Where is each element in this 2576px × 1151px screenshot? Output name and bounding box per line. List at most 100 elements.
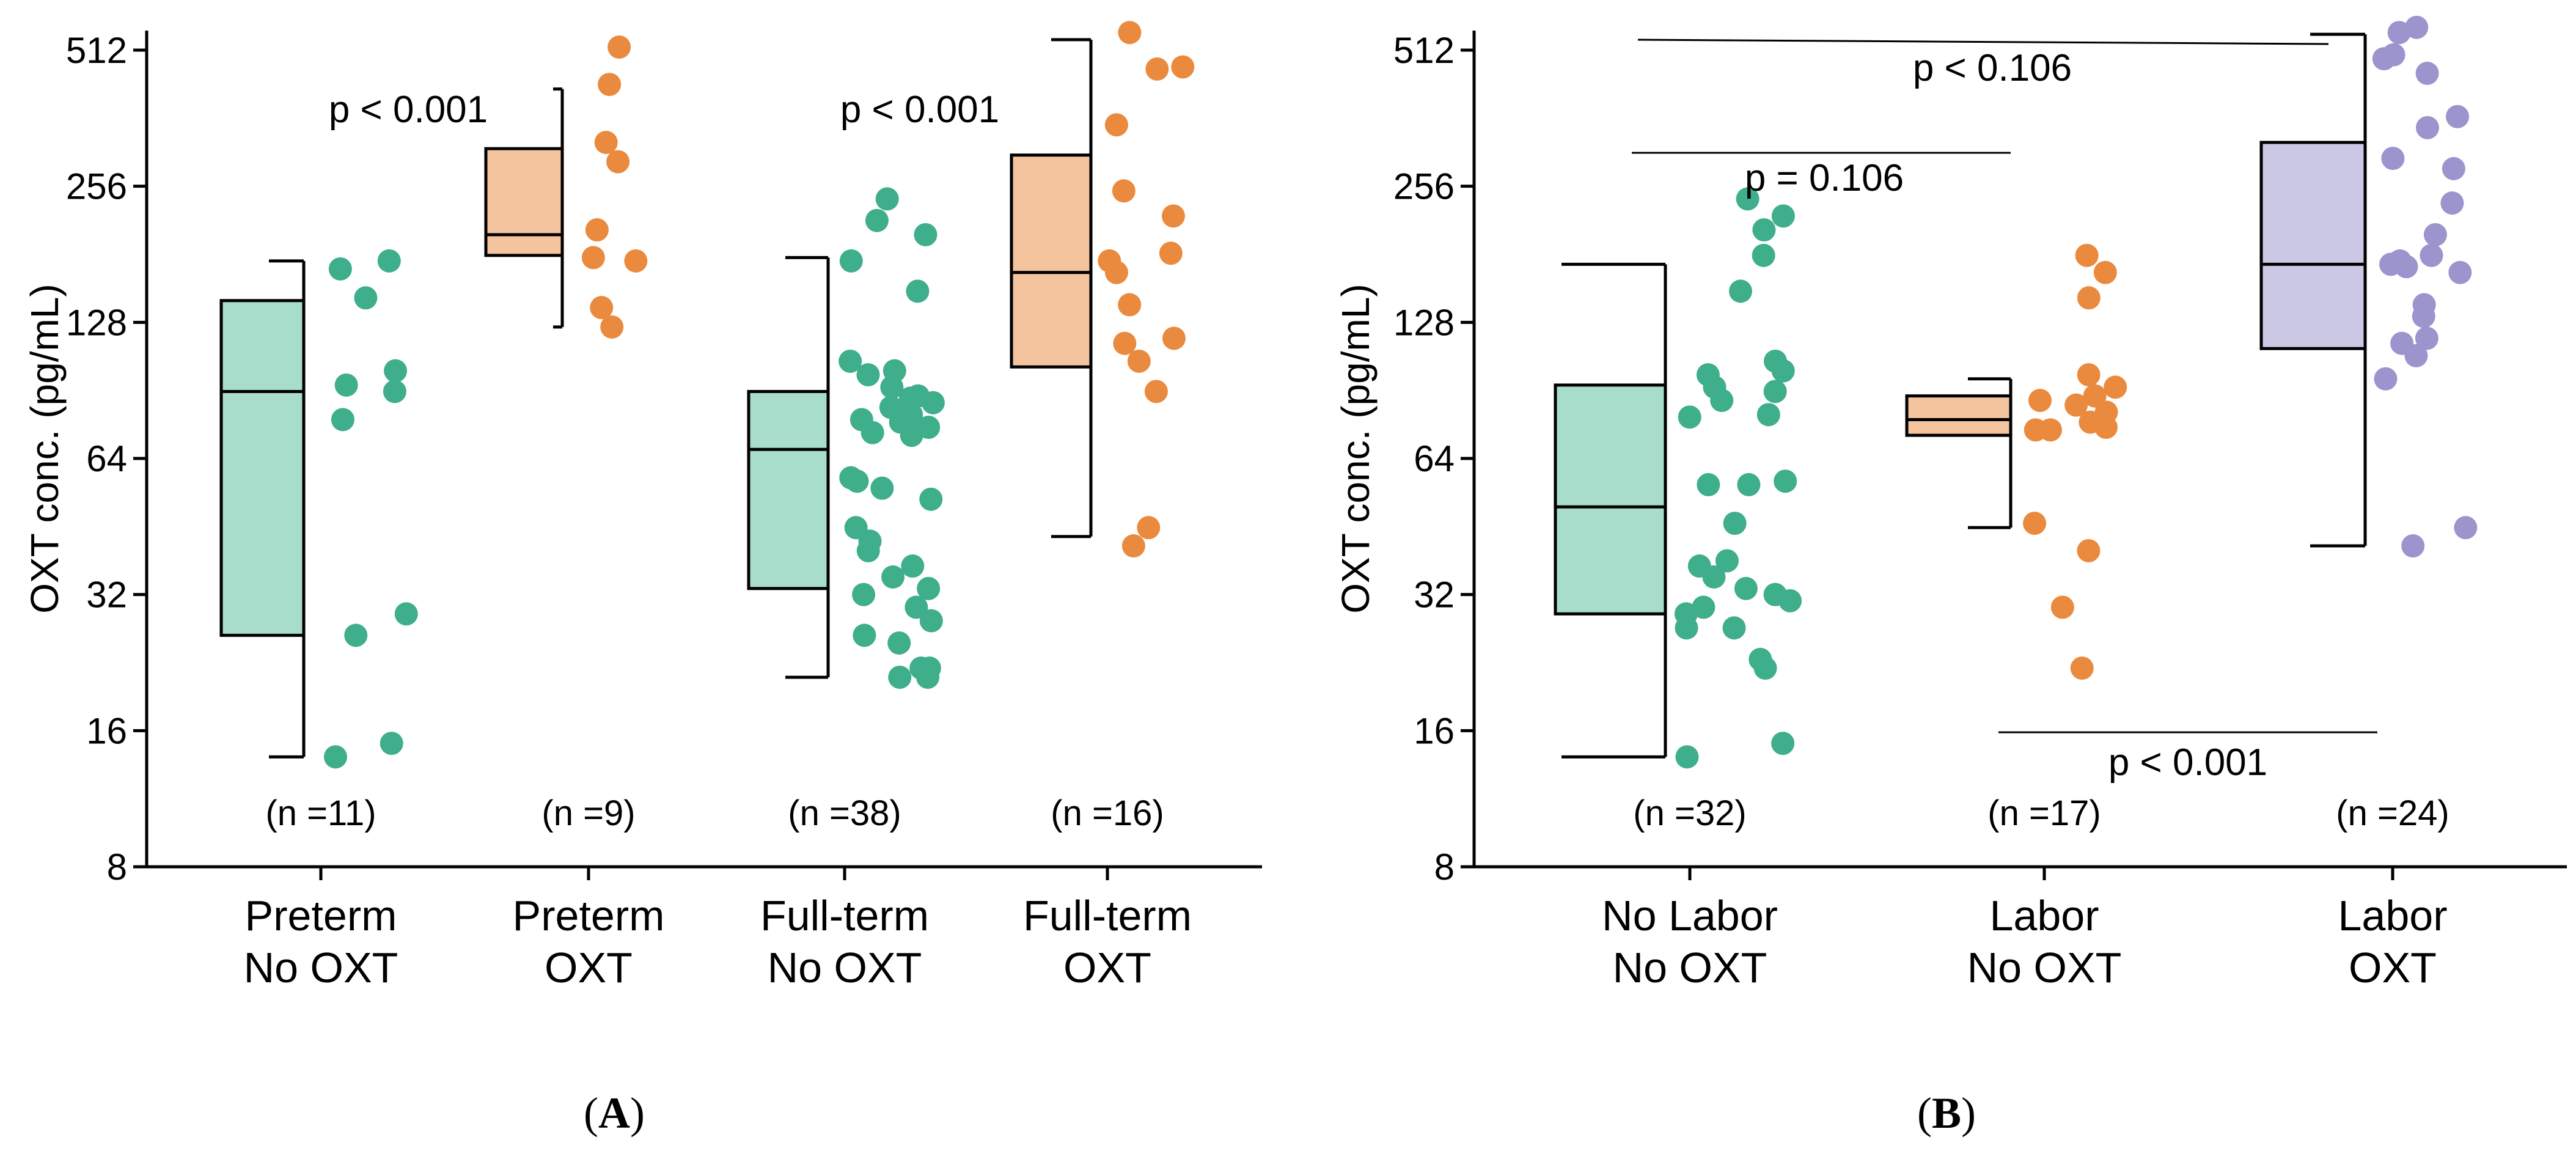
data-point <box>2415 61 2439 85</box>
data-point <box>2050 595 2074 619</box>
data-point <box>377 249 401 273</box>
category-label: OXT <box>1063 944 1151 991</box>
data-point <box>606 150 630 174</box>
data-point <box>1675 745 1699 769</box>
data-point <box>1752 243 1775 267</box>
p-value-label: p < 0.001 <box>840 89 999 131</box>
data-point <box>1144 380 1168 403</box>
data-point <box>887 631 911 655</box>
significance-line <box>1637 39 2329 45</box>
data-point <box>1159 241 1183 265</box>
data-point <box>1104 113 1128 137</box>
data-point <box>1118 293 1142 317</box>
data-point <box>2440 191 2464 215</box>
box-orange <box>1010 153 1093 369</box>
data-point <box>2387 21 2411 45</box>
data-point <box>875 187 899 211</box>
category-label: No OXT <box>244 944 398 991</box>
data-point <box>1728 279 1752 303</box>
data-point <box>2104 375 2127 399</box>
data-point <box>594 130 618 154</box>
data-point <box>328 257 352 281</box>
box-green <box>1554 383 1667 616</box>
data-point <box>921 391 945 414</box>
data-point <box>888 665 912 689</box>
category-label: OXT <box>2349 944 2437 991</box>
y-tick-label: 64 <box>1414 438 1455 479</box>
data-point <box>856 363 880 387</box>
data-point <box>861 421 884 444</box>
data-point <box>845 469 869 493</box>
data-point <box>917 576 941 600</box>
data-point <box>1127 349 1151 373</box>
n-label: (n =16) <box>1051 793 1164 833</box>
data-point <box>905 595 928 619</box>
data-point <box>1162 326 1186 350</box>
panel-a-chart: 8 16 32 64 128 256 512 OXT conc. (pg/mL) (n =11)… <box>23 21 1262 1138</box>
data-point <box>2038 418 2062 442</box>
data-point <box>1737 473 1761 496</box>
data-point <box>919 487 943 511</box>
data-point <box>2412 304 2435 328</box>
data-point <box>2394 255 2418 279</box>
data-point <box>331 408 354 432</box>
data-point <box>2094 416 2118 439</box>
y-tick-label: 128 <box>1393 302 1455 343</box>
data-point <box>870 476 894 500</box>
y-tick-label: 512 <box>1393 30 1455 71</box>
data-point <box>2448 260 2472 284</box>
y-tick-label: 256 <box>66 166 127 207</box>
box-purple <box>2259 141 2367 350</box>
data-point <box>2442 156 2465 180</box>
data-point <box>2064 393 2088 417</box>
data-point <box>1771 359 1795 383</box>
data-point <box>2415 116 2439 139</box>
data-point <box>898 386 922 410</box>
data-point <box>900 424 923 447</box>
data-point <box>1145 57 1169 81</box>
box-orange <box>1905 394 2013 437</box>
data-point <box>1753 656 1777 680</box>
n-label: (n =38) <box>788 793 901 833</box>
data-point <box>901 554 925 578</box>
p-value-label: p < 0.106 <box>1913 47 2072 89</box>
y-tick-label: 512 <box>66 30 127 71</box>
category-label: Preterm <box>245 892 397 940</box>
y-tick-label: 128 <box>66 302 127 343</box>
y-tick-label: 256 <box>1393 166 1455 207</box>
data-point <box>1771 204 1795 228</box>
category-label: No OXT <box>1967 944 2122 991</box>
data-point <box>1763 380 1787 403</box>
data-point <box>2077 286 2101 310</box>
data-point <box>839 249 863 273</box>
data-point <box>1137 516 1161 540</box>
category-label: Labor <box>1989 892 2099 940</box>
data-point <box>856 539 880 562</box>
data-point <box>1113 331 1137 355</box>
y-tick-label: 32 <box>1414 575 1455 616</box>
y-tick-label: 16 <box>86 710 127 751</box>
data-point <box>2423 222 2447 246</box>
category-label: No OXT <box>1613 944 1767 991</box>
data-point <box>906 279 930 303</box>
data-point <box>2077 363 2101 387</box>
data-point <box>607 35 631 59</box>
data-point <box>1722 616 1746 640</box>
data-point <box>1118 21 1142 45</box>
category-label: OXT <box>545 944 633 991</box>
y-tick-label: 64 <box>86 438 127 479</box>
data-point <box>1752 218 1776 242</box>
p-value-label: p < 0.001 <box>2108 741 2267 784</box>
data-point <box>865 208 889 232</box>
data-point <box>1734 576 1758 600</box>
data-point <box>383 380 406 403</box>
data-point <box>2023 512 2047 535</box>
category-label: Full-term <box>760 892 929 940</box>
y-tick-label: 8 <box>1434 847 1455 888</box>
data-point <box>1774 469 1797 493</box>
data-point <box>1723 512 1747 535</box>
panel-b-chart: 8 16 32 64 128 256 512 OXT conc. (pg/mL) (n =32)… <box>1334 15 2567 1138</box>
data-point <box>2070 656 2094 680</box>
data-point <box>880 375 904 399</box>
